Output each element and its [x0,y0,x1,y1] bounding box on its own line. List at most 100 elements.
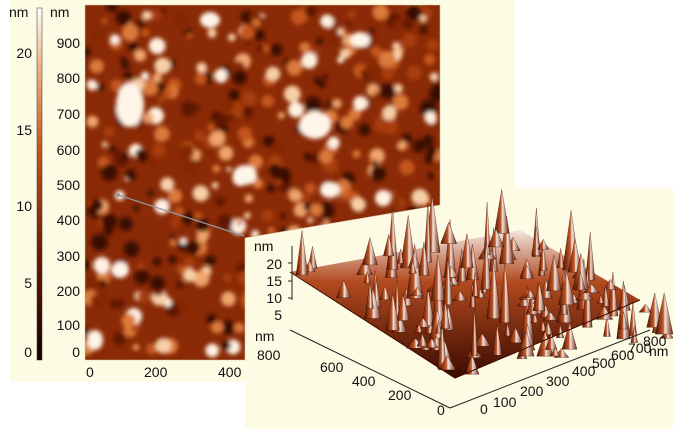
grain [309,203,323,217]
grain [132,344,140,351]
afm-3d-z-tick: 5 [274,307,282,323]
surface-peak [437,355,457,371]
afm-2d-x-tick: 200 [144,364,168,380]
grain [428,171,436,179]
grain [135,148,147,160]
grain [123,241,140,258]
grain [234,322,245,333]
grain [105,5,119,12]
grain [196,62,207,74]
grain [160,7,167,14]
grain [320,14,334,28]
surface-peak [385,293,400,331]
colorbar-tick: 20 [16,45,32,61]
grain [163,87,173,98]
grain [109,299,119,309]
grain [89,59,104,74]
colorbar-tick: 15 [16,122,32,138]
grain [287,338,296,347]
grain [370,166,386,182]
grain [200,12,220,28]
colorbar-tick: 10 [16,198,32,214]
surface-peak [336,279,351,298]
grain [244,194,253,203]
grain [378,50,396,68]
grain [368,347,376,355]
grain [86,79,98,91]
grain [257,45,264,52]
grain [380,239,386,245]
afm-3d-x-tick: 300 [546,373,570,389]
grain [128,41,139,52]
grain [358,123,371,137]
grain [316,37,324,45]
grain [207,123,215,131]
grain [211,182,219,189]
surface-peak [582,284,600,293]
grain [320,182,340,198]
grain [327,320,335,328]
grain [244,349,255,360]
grain [101,17,108,24]
surface-peak [471,272,479,297]
afm-2d-y-tick: 700 [56,106,80,122]
grain [417,131,423,137]
grain [397,140,408,151]
grain [382,105,397,121]
grain [213,113,229,129]
grain [220,320,236,335]
grain [134,18,146,30]
grain [168,189,182,203]
grain [280,213,286,219]
grain [426,34,432,40]
grain [275,179,282,186]
grain [226,166,232,172]
grain [393,94,409,110]
grain [113,148,120,155]
grain [294,337,310,353]
grain [181,101,197,117]
surface-peak [499,261,511,323]
afm-3d-x-tick: 0 [480,401,488,417]
surface-peak [435,320,442,334]
grain [152,143,166,157]
grain [380,83,396,99]
afm-3d-y-tick: 0 [437,402,445,418]
grain [192,185,209,202]
grain [420,27,428,35]
section-line [117,194,245,237]
surface-peak [440,301,451,329]
grain [93,256,111,274]
grain [409,140,418,149]
grain [323,307,331,315]
grain [268,227,275,234]
grain [411,188,429,206]
grain [217,214,233,230]
grain [196,229,209,242]
grain [337,195,346,204]
grain [266,184,275,193]
grain [349,224,357,233]
surface-peak [365,282,374,309]
grain [261,94,275,108]
afm-3d-surface [289,189,673,379]
grain [179,237,187,245]
afm-3d-y-tick: 400 [352,373,376,389]
grain [169,234,176,241]
grain [290,9,307,25]
surface-peak [532,282,546,311]
surface-peak [473,333,491,347]
grain [261,44,270,53]
grain [284,349,290,356]
grain [107,217,116,226]
grain [120,56,128,64]
grain [121,62,130,70]
grain [316,216,326,226]
grain [306,330,321,345]
afm-3d-y-tick: 600 [320,359,344,375]
afm-3d-z-tick: 20 [266,256,282,272]
grain [143,112,154,123]
surface-peak [561,321,578,350]
surface-peak [549,347,561,357]
